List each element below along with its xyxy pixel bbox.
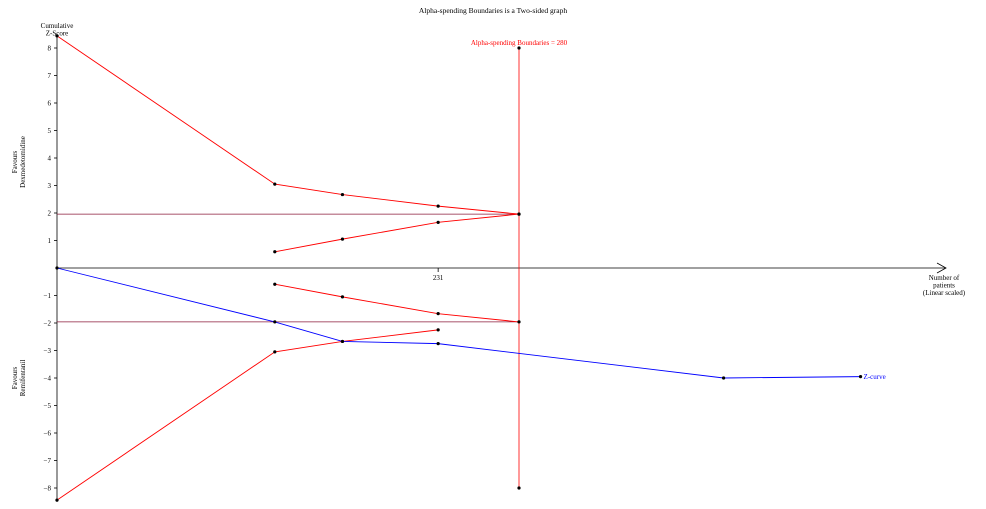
data-point: [722, 376, 726, 380]
reference-lines-group: [57, 46, 521, 490]
upper-boundary-line: [56, 35, 520, 215]
data-point: [273, 250, 277, 254]
y-tick-label: −6: [44, 430, 52, 438]
lower-inner-boundary-line: [274, 283, 520, 323]
data-point: [517, 320, 521, 324]
y-tick-label: 4: [48, 155, 52, 163]
x-axis-label: Number of patients (Linear scaled): [923, 274, 966, 297]
data-point: [436, 204, 440, 208]
data-point: [436, 312, 440, 316]
data-point: [55, 498, 59, 502]
data-point: [340, 237, 345, 241]
labels-group: Alpha-spending Boundaries = 280 Z-curve Cu…: [11, 22, 966, 396]
y-tick-label: 5: [48, 127, 52, 135]
data-point: [517, 46, 521, 50]
y-tick-label: −2: [44, 320, 52, 328]
lower-boundary-line: [56, 329, 439, 501]
data-point: [273, 350, 277, 354]
data-point: [340, 192, 345, 197]
y-axis-label: Cumulative Z-Score: [41, 22, 74, 38]
alpha-spending-label: Alpha-spending Boundaries = 280: [471, 39, 568, 47]
series-group: [55, 34, 863, 502]
y-tick-label: −3: [44, 347, 52, 355]
data-point: [436, 220, 440, 224]
series-label: Z-curve: [864, 373, 886, 381]
data-point: [273, 282, 277, 286]
data-point: [340, 339, 345, 344]
x-axis-arrow: [936, 262, 947, 274]
data-point: [858, 375, 863, 379]
y-tick-label: 8: [48, 45, 52, 53]
y-tick-label: −8: [44, 485, 52, 493]
data-point: [340, 295, 345, 299]
favours-bottom-label: FavoursRemifentanil: [11, 360, 27, 397]
y-tick-label: 7: [48, 72, 52, 80]
y-tick-label: −5: [44, 402, 52, 410]
y-tick-label: 2: [48, 210, 52, 218]
x-tick-label: 231: [433, 274, 444, 282]
y-tick-label: 6: [48, 100, 52, 108]
y-tick-label: −4: [44, 375, 52, 383]
y-tick-label: −7: [44, 457, 52, 465]
data-point: [436, 342, 440, 346]
y-tick-label: 3: [48, 182, 52, 190]
y-tick-label: −1: [44, 292, 52, 300]
z-curve-line: [56, 267, 861, 379]
chart-title: Alpha-spending Boundaries is a Two-sided…: [418, 6, 568, 15]
data-point: [273, 182, 277, 186]
y-tick-label: 1: [48, 237, 52, 245]
axes-group: −8 −7 −6 −5 −4 −3 −2 −1 1 2 3 4 5 6 7 8 231: [44, 34, 947, 502]
upper-inner-boundary-line: [274, 213, 520, 253]
data-point: [517, 212, 521, 216]
data-point: [273, 320, 277, 324]
favours-top-label: FavoursDexmedetomidine: [11, 136, 27, 188]
data-point: [436, 328, 440, 332]
data-point: [517, 486, 521, 490]
data-point: [55, 266, 59, 270]
data-point: [55, 34, 59, 38]
